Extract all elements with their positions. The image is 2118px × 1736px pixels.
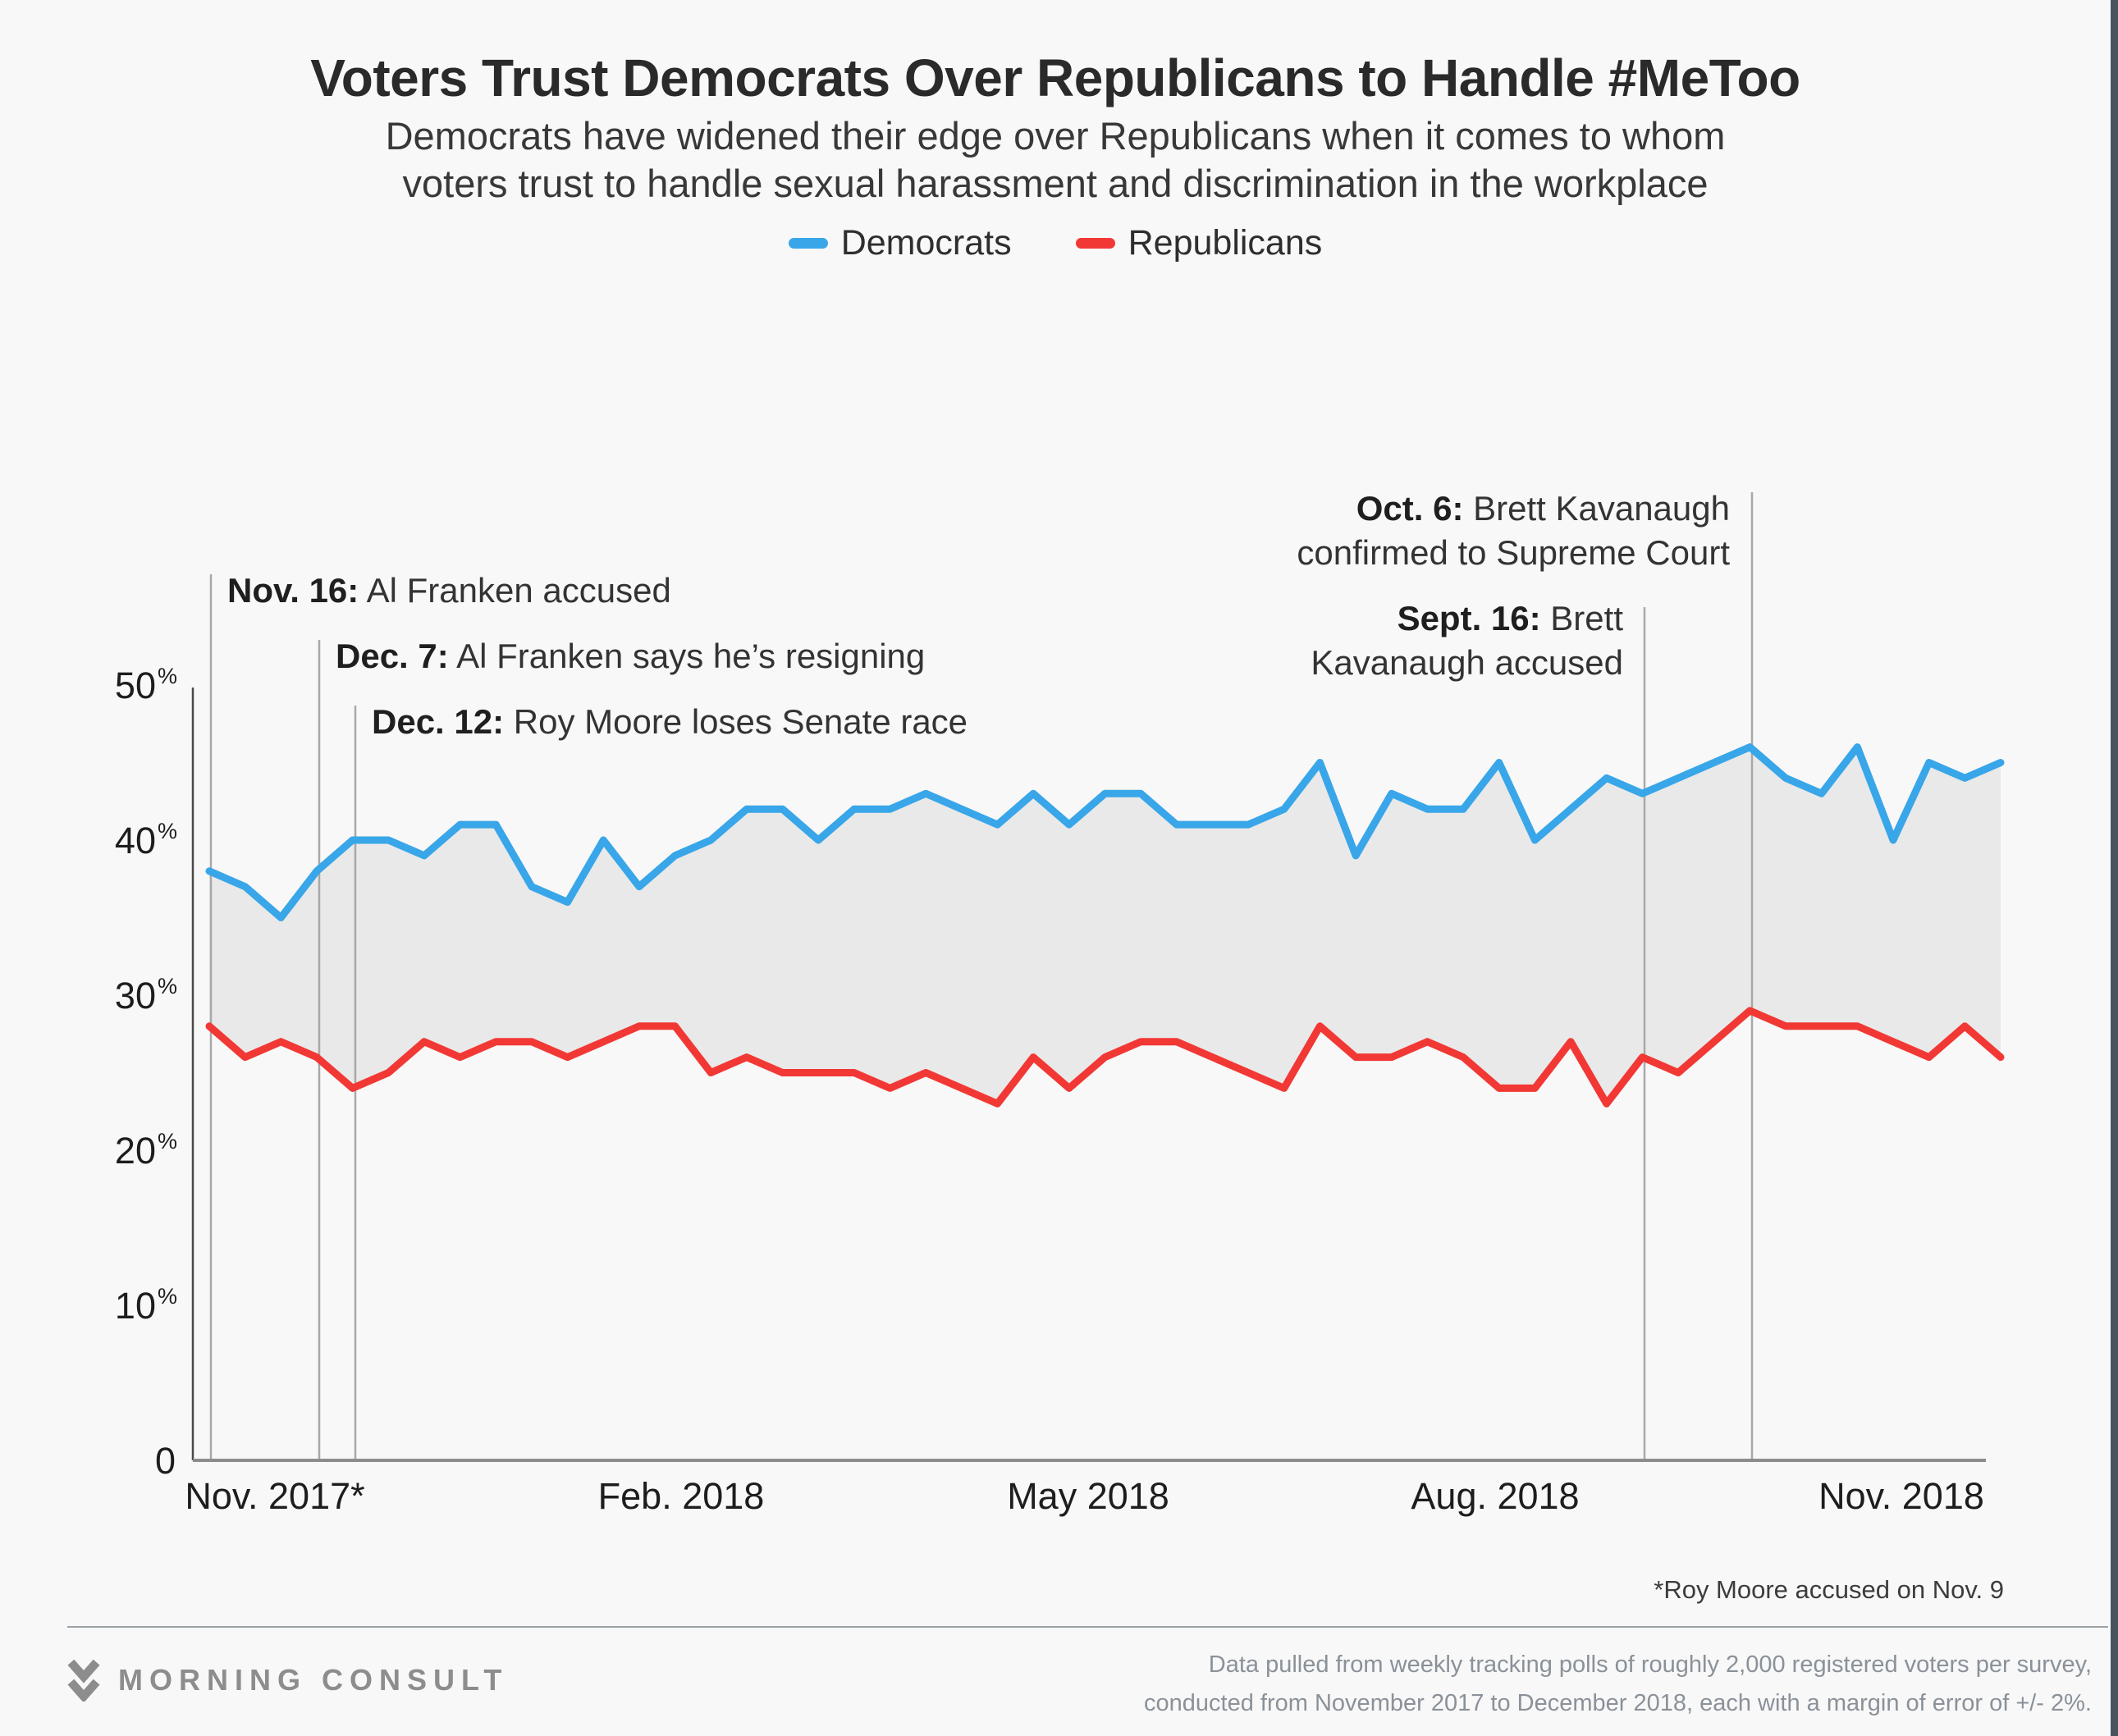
annotation-franken-accused: Nov. 16: Al Franken accused (227, 569, 671, 613)
annotation-franken-accused-text: Al Franken accused (359, 571, 671, 610)
y-tick-40: 40% (114, 819, 177, 861)
annotation-kavanaugh-confirmed-date: Oct. 6: (1356, 489, 1464, 528)
democrats-line (205, 743, 2005, 921)
annotation-moore-loses: Dec. 12: Roy Moore loses Senate race (372, 700, 968, 744)
x-tick-feb-2018: Feb. 2018 (597, 1475, 765, 1517)
republicans-line (205, 1007, 2005, 1108)
democrats-swatch-icon (788, 238, 828, 249)
legend-label-republicans: Republicans (1128, 223, 1323, 263)
logo-text: MORNING CONSULT (118, 1663, 509, 1697)
subtitle-line-1: Democrats have widened their edge over R… (385, 114, 1726, 158)
annotation-kavanaugh-confirmed-text: Brett Kavanaugh confirmed to Supreme Cou… (1297, 489, 1730, 572)
annotation-kavanaugh-confirmed: Oct. 6: Brett Kavanaugh confirmed to Sup… (1237, 487, 1730, 575)
legend-item-democrats: Democrats (788, 223, 1012, 263)
y-tick-50: 50% (114, 664, 177, 706)
annotation-franken-resigning-date: Dec. 7: (336, 637, 449, 675)
event-lines-group (209, 492, 1754, 1460)
x-tick-nov-2017-: Nov. 2017* (185, 1475, 365, 1517)
footnote: *Roy Moore accused on Nov. 9 (1654, 1575, 2004, 1604)
y-tick-20: 20% (114, 1129, 177, 1172)
source-note: Data pulled from weekly tracking polls o… (1144, 1646, 2092, 1723)
annotation-franken-resigning-text: Al Franken says he’s resigning (448, 637, 926, 675)
subtitle-line-2: voters trust to handle sexual harassment… (402, 162, 1709, 205)
y-tick-10: 10% (114, 1284, 177, 1327)
source-note-line-1: Data pulled from weekly tracking polls o… (1208, 1651, 2092, 1678)
morning-consult-logo: MORNING CONSULT (67, 1659, 508, 1702)
annotation-franken-accused-date: Nov. 16: (227, 571, 359, 610)
y-tick-0: 0 (154, 1440, 176, 1482)
x-tick-aug-2018: Aug. 2018 (1411, 1475, 1580, 1517)
morning-consult-m-icon (67, 1659, 100, 1702)
annotation-kavanaugh-accused-text: Brett Kavanaugh accused (1311, 599, 1623, 682)
annotation-moore-loses-text: Roy Moore loses Senate race (504, 702, 968, 741)
window-scrollbar[interactable] (2111, 0, 2118, 1736)
y-tick-30: 30% (114, 974, 177, 1016)
annotation-kavanaugh-accused: Sept. 16: Brett Kavanaugh accused (1270, 596, 1623, 685)
legend: Democrats Republicans (0, 223, 2111, 263)
annotation-kavanaugh-accused-date: Sept. 16: (1397, 599, 1541, 637)
legend-label-democrats: Democrats (840, 223, 1012, 263)
source-note-line-2: conducted from November 2017 to December… (1144, 1689, 2092, 1716)
legend-item-republicans: Republicans (1075, 223, 1323, 263)
annotation-moore-loses-date: Dec. 12: (372, 702, 505, 741)
footer-divider (67, 1626, 2108, 1628)
annotation-franken-resigning: Dec. 7: Al Franken says he’s resigning (336, 634, 925, 678)
gap-band-fill (209, 747, 2001, 1104)
x-tick-nov-2018: Nov. 2018 (1818, 1475, 1984, 1517)
x-tick-may-2018: May 2018 (1007, 1475, 1169, 1517)
republicans-swatch-icon (1075, 238, 1115, 249)
page-title: Voters Trust Democrats Over Republicans … (310, 48, 1800, 107)
